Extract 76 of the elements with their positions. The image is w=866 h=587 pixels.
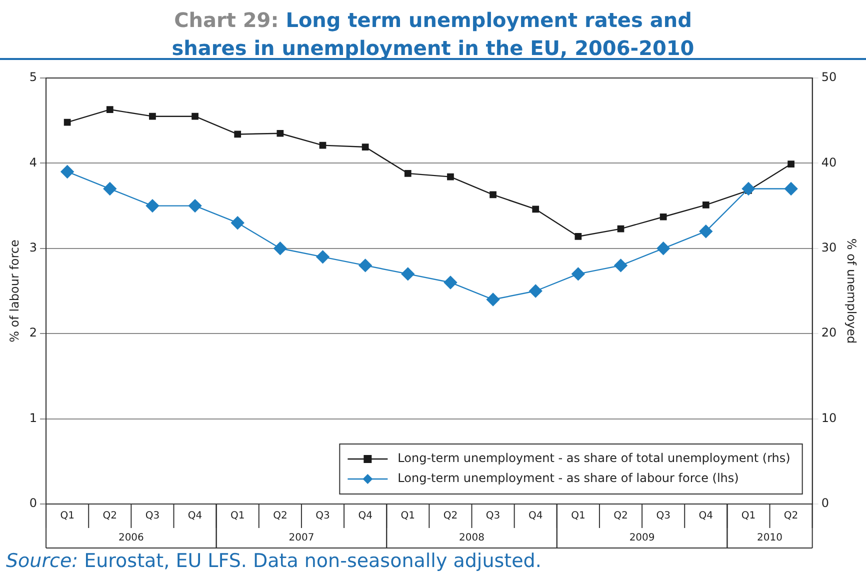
x-tick-label: Q3 [486,510,500,522]
y-tick-label: 5 [29,70,38,84]
point [532,206,540,213]
y2-axis-title: % of unemployed [844,238,859,344]
x-tick-label: Q2 [102,510,118,522]
point [490,191,496,198]
point [188,199,202,212]
point [149,112,156,120]
x-tick-label: Q3 [656,510,670,522]
point [447,173,454,180]
text: 2007 [288,532,314,544]
point [699,224,712,238]
point [146,199,160,212]
text: 2006 [118,532,144,544]
point [784,182,798,196]
point [316,250,330,264]
x-tick-label: Q2 [273,510,288,522]
x-tick-label: Q3 [316,510,330,522]
point [192,112,198,120]
point [103,182,116,196]
y2-tick-label: 40 [821,155,837,170]
point [656,242,670,255]
x-tick-label: Q1 [400,510,416,522]
x-tick-label: Q2 [614,510,628,522]
x-tick-label: Q2 [784,510,798,522]
x-tick-label: Q4 [698,510,714,522]
chart-title: Chart 29: Long term unemployment rates and shares in unemployment in the EU, 2006-2010 [0,0,866,60]
point [319,142,326,149]
point [572,267,585,281]
point [64,118,71,126]
y-tick-label: 1 [29,410,38,425]
x-tick-label: Q1 [230,510,245,522]
point [617,225,624,232]
x-tick-label: Q4 [528,510,543,522]
point [60,165,74,178]
point [660,213,667,220]
legend-label: Long-term unemployment - as share of labour force (lhs) [398,471,739,486]
point [574,233,582,240]
legend-label: Long-term unemployment - as share of total unemployment (rhs) [398,451,790,466]
point [486,292,500,306]
point [274,242,287,255]
x-tick-label: Q1 [60,510,74,522]
x-tick-label: Q1 [571,510,586,522]
y-tick-label: 0 [29,496,38,510]
x-tick-label: Q2 [443,510,458,522]
x-tick-label: Q4 [188,510,202,522]
y-axis-title: % of labour force [7,240,22,342]
point [444,276,458,290]
point [276,130,284,137]
y-tick-label: 2 [29,326,38,340]
x-tick-label: Q1 [741,510,756,522]
y-tick-label: 4 [29,155,38,170]
point [231,216,244,230]
point [702,202,710,208]
text: 2009 [629,532,655,544]
point [788,160,794,168]
point [401,267,414,281]
point [362,144,369,150]
source-note: Source: Eurostat, EU LFS. Data non-seasonally adjusted. [5,550,542,572]
y2-tick-label: 30 [821,240,837,255]
point [234,130,242,138]
point [614,258,628,272]
text: 2010 [757,532,782,544]
x-tick-label: Q4 [358,510,372,522]
y-tick-label: 3 [29,240,38,255]
x-tick-label: Q3 [145,510,160,522]
y2-tick-label: 10 [821,410,837,425]
point [358,258,372,272]
point [529,284,542,298]
y2-tick-label: 20 [821,326,837,340]
point [404,170,412,177]
y2-tick-label: 50 [821,70,837,84]
point [742,182,756,196]
text: 2008 [459,532,484,544]
point [106,106,114,113]
y2-tick-label: 0 [821,496,829,510]
